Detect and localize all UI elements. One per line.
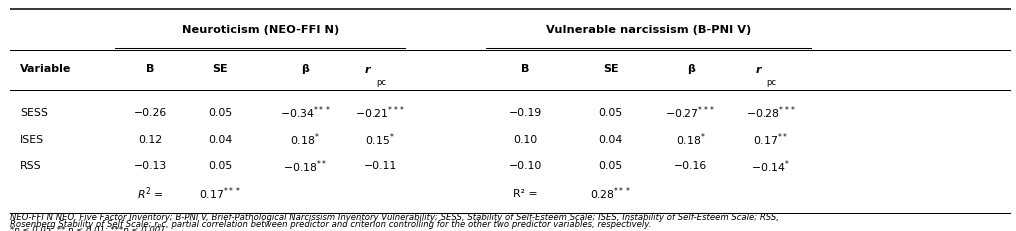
- Text: R² =: R² =: [513, 189, 537, 199]
- Text: β: β: [302, 64, 309, 74]
- Text: −0.16: −0.16: [674, 161, 707, 171]
- Text: B: B: [146, 64, 154, 74]
- Text: −0.34$^{\mathregular{***}}$: −0.34$^{\mathregular{***}}$: [279, 105, 331, 122]
- Text: −0.14$^{\mathregular{*}}$: −0.14$^{\mathregular{*}}$: [751, 158, 790, 175]
- Text: 0.04: 0.04: [208, 135, 233, 145]
- Text: *p ≤ 0.05; ** p ≤ 0.01; ***p ≤ 0.001.: *p ≤ 0.05; ** p ≤ 0.01; ***p ≤ 0.001.: [10, 226, 169, 231]
- Text: 0.05: 0.05: [208, 161, 233, 171]
- Text: −0.18$^{\mathregular{**}}$: −0.18$^{\mathregular{**}}$: [283, 158, 327, 175]
- Text: $R^2$ =: $R^2$ =: [137, 186, 164, 202]
- Text: β: β: [687, 64, 695, 74]
- Text: Rosenberg Stability of Self Scale; rₚᴄ, partial correlation between predictor an: Rosenberg Stability of Self Scale; rₚᴄ, …: [10, 220, 651, 228]
- Text: −0.28$^{\mathregular{***}}$: −0.28$^{\mathregular{***}}$: [746, 105, 796, 122]
- Text: pc: pc: [377, 78, 386, 86]
- Text: −0.19: −0.19: [509, 108, 543, 118]
- Text: −0.10: −0.10: [509, 161, 543, 171]
- Text: B: B: [521, 64, 529, 74]
- Text: SESS: SESS: [20, 108, 48, 118]
- Text: $\bfit{r}$: $\bfit{r}$: [365, 64, 373, 75]
- Text: 0.17$^{\mathregular{**}}$: 0.17$^{\mathregular{**}}$: [753, 131, 788, 148]
- Text: 0.17$^{\mathregular{***}}$: 0.17$^{\mathregular{***}}$: [199, 186, 242, 202]
- Text: $\bfit{r}$: $\bfit{r}$: [755, 64, 763, 75]
- Text: RSS: RSS: [20, 161, 42, 171]
- Text: SE: SE: [212, 64, 229, 74]
- Text: Neuroticism (NEO-FFI N): Neuroticism (NEO-FFI N): [182, 25, 339, 35]
- Text: 0.05: 0.05: [598, 108, 623, 118]
- Text: NEO-FFI N NEO, Five Factor Inventory; B-PNI V, Brief-Pathological Narcissism Inv: NEO-FFI N NEO, Five Factor Inventory; B-…: [10, 213, 779, 222]
- Text: 0.15$^{\mathregular{*}}$: 0.15$^{\mathregular{*}}$: [366, 131, 395, 148]
- Text: pc: pc: [767, 78, 777, 86]
- Text: 0.10: 0.10: [513, 135, 537, 145]
- Text: 0.18$^{\mathregular{*}}$: 0.18$^{\mathregular{*}}$: [676, 131, 706, 148]
- Text: −0.26: −0.26: [134, 108, 167, 118]
- Text: 0.18$^{\mathregular{*}}$: 0.18$^{\mathregular{*}}$: [291, 131, 320, 148]
- Text: Vulnerable narcissism (B-PNI V): Vulnerable narcissism (B-PNI V): [546, 25, 751, 35]
- Text: −0.21$^{\mathregular{***}}$: −0.21$^{\mathregular{***}}$: [356, 105, 405, 122]
- Text: 0.28$^{\mathregular{***}}$: 0.28$^{\mathregular{***}}$: [590, 186, 631, 202]
- Text: 0.05: 0.05: [208, 108, 233, 118]
- Text: 0.05: 0.05: [598, 161, 623, 171]
- Text: Variable: Variable: [20, 64, 71, 74]
- Text: 0.04: 0.04: [598, 135, 623, 145]
- Text: −0.11: −0.11: [364, 161, 397, 171]
- Text: SE: SE: [602, 64, 619, 74]
- Text: ISES: ISES: [20, 135, 45, 145]
- Text: −0.27$^{\mathregular{***}}$: −0.27$^{\mathregular{***}}$: [665, 105, 716, 122]
- Text: 0.12: 0.12: [138, 135, 163, 145]
- Text: −0.13: −0.13: [134, 161, 167, 171]
